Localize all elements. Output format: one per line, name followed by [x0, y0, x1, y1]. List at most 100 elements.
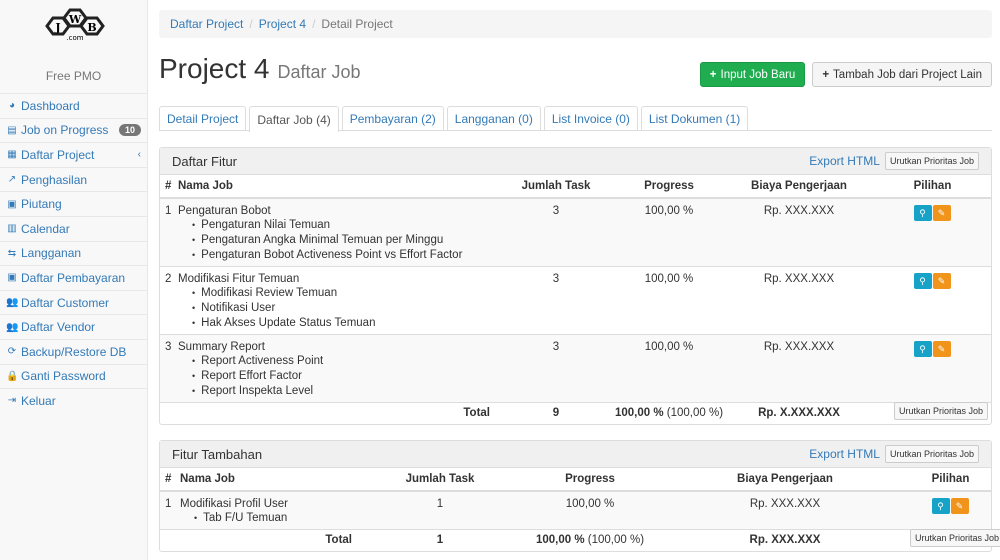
job-name: Modifikasi Fitur Temuan: [178, 272, 300, 285]
table-header: # Nama Job Jumlah Task Progress Biaya Penger…: [160, 468, 991, 492]
sidebar-item-label: Langganan: [21, 246, 82, 261]
total-count: 9: [498, 401, 614, 424]
logo: J W B .com: [0, 0, 147, 73]
view-icon[interactable]: ⚲: [913, 272, 932, 289]
sidebar-item-piutang[interactable]: ▣ Piutang: [0, 191, 147, 216]
breadcrumb-daftar-project[interactable]: Daftar Project: [170, 17, 244, 31]
tab-detail-project[interactable]: Detail Project: [159, 106, 247, 131]
tabs: Detail Project Daftar Job (4) Pembayaran (…: [159, 106, 992, 132]
column-header: Biaya Pengerjaan: [724, 175, 874, 199]
progress: 100,00 %: [614, 265, 724, 334]
total-progress: 100,00 %: [614, 406, 664, 419]
column-header: Progress: [520, 468, 660, 492]
task-item: Tab F/U Temuan: [194, 511, 360, 526]
total-cost: Rp. X.XXX.XXX: [724, 401, 874, 424]
sidebar-item-backup-restore-db[interactable]: ⟳ Backup/Restore DB: [0, 338, 147, 364]
tab-list-dokumen[interactable]: List Dokumen (1): [640, 106, 749, 131]
sidebar-item-ganti-password[interactable]: 🔒 Ganti Password: [0, 363, 147, 389]
view-icon[interactable]: ⚲: [931, 498, 950, 514]
task-item: Hak Akses Update Status Temuan: [192, 316, 498, 331]
sidebar-item-label: Ganti Password: [21, 369, 106, 384]
sidebar-item-penghasilan[interactable]: ↗ Penghasilan: [0, 166, 147, 192]
progress: 100,00 %: [614, 333, 724, 402]
sort-priority-button[interactable]: Urutkan Prioritas Job: [893, 401, 988, 420]
task-item: Notifikasi User: [192, 301, 498, 316]
sort-priority-button[interactable]: Urutkan Prioritas Job: [910, 528, 1000, 547]
column-header: Jumlah Task: [360, 468, 520, 492]
tab-pembayaran[interactable]: Pembayaran (2): [341, 106, 444, 131]
table-row: 1 Modifikasi Profil UserTab F/U Temuan 1…: [160, 490, 991, 529]
task-count: 3: [498, 333, 614, 402]
task-count: 3: [498, 197, 614, 266]
total-progress-extra: (100,00 %): [587, 533, 645, 546]
sidebar-item-daftar-pembayaran[interactable]: ▣ Daftar Pembayaran: [0, 265, 147, 290]
total-cost: Rp. XXX.XXX: [660, 528, 910, 551]
task-item: Pengaturan Angka Minimal Temuan per Ming…: [192, 233, 498, 248]
svg-text:.com: .com: [66, 34, 83, 42]
view-icon[interactable]: ⚲: [913, 205, 932, 221]
panel-title: Daftar Fitur: [172, 153, 238, 169]
task-item: Modifikasi Review Temuan: [192, 286, 498, 301]
sidebar-item-job-on-progress[interactable]: ▤ Job on Progress 10: [0, 117, 147, 143]
job-name: Modifikasi Profil User: [180, 498, 288, 510]
sidebar-item-dashboard[interactable]: ◕ Dashboard: [0, 93, 147, 118]
table-icon: ▦: [7, 149, 17, 161]
calendar-icon: ▥: [7, 223, 17, 235]
sort-priority-button[interactable]: Urutkan Prioritas Job: [884, 152, 979, 170]
total-row: Total 1 100,00 % (100,00 %) Rp. XXX.XXX …: [160, 528, 1000, 551]
sidebar-item-keluar[interactable]: ⇥ Keluar: [0, 388, 147, 413]
progress: 100,00 %: [520, 490, 660, 529]
plus-icon: +: [822, 68, 830, 81]
table-row: 2 Modifikasi Fitur TemuanModifikasi Revi…: [160, 265, 991, 334]
edit-icon[interactable]: ✎: [932, 272, 951, 289]
edit-icon[interactable]: ✎: [950, 498, 969, 514]
column-header: Nama Job: [178, 175, 498, 199]
tab-list-invoice[interactable]: List Invoice (0): [543, 106, 638, 131]
job-table: # Nama Job Jumlah Task Progress Biaya Penger…: [160, 468, 1000, 551]
row-number: 2: [160, 265, 178, 334]
task-item: Report Activeness Point: [192, 354, 498, 369]
users-icon: 👥: [6, 321, 19, 333]
table-row: 1 Pengaturan BobotPengaturan Nilai Temua…: [160, 197, 991, 266]
job-table: # Nama Job Jumlah Task Progress Biaya Penger…: [160, 175, 991, 424]
column-header: Pilihan: [874, 175, 991, 199]
sidebar-item-calendar[interactable]: ▥ Calendar: [0, 215, 147, 241]
edit-icon[interactable]: ✎: [932, 205, 951, 221]
sidebar-item-daftar-customer[interactable]: 👥 Daftar Customer: [0, 289, 147, 315]
input-job-baru-button[interactable]: + Input Job Baru: [699, 62, 806, 87]
tambah-job-button[interactable]: + Tambah Job dari Project Lain: [812, 62, 992, 87]
column-header: Progress: [614, 175, 724, 199]
tab-langganan[interactable]: Langganan (0): [446, 106, 541, 131]
breadcrumb-project[interactable]: Project 4: [258, 17, 307, 31]
task-list: Report Activeness PointReport Effort Fac…: [192, 354, 498, 399]
users-icon: 👥: [6, 297, 19, 309]
export-html-link[interactable]: Export HTML: [809, 447, 880, 461]
column-header: #: [160, 175, 178, 199]
svg-text:J: J: [54, 21, 60, 34]
sidebar-item-langganan[interactable]: ⇆ Langganan: [0, 240, 147, 266]
row-number: 1: [160, 490, 180, 529]
task-list: Tab F/U Temuan: [194, 511, 360, 526]
sort-priority-button[interactable]: Urutkan Prioritas Job: [884, 445, 979, 463]
row-number: 1: [160, 197, 178, 266]
view-icon[interactable]: ⚲: [913, 340, 932, 357]
job-name: Summary Report: [178, 340, 265, 353]
page-subtitle: Daftar Job: [277, 62, 361, 82]
sidebar-item-label: Penghasilan: [21, 172, 88, 187]
tab-daftar-job[interactable]: Daftar Job (4): [249, 106, 339, 132]
plus-icon: +: [709, 68, 717, 81]
task-item: Pengaturan Bobot Activeness Point vs Eff…: [192, 248, 498, 263]
money-icon: ▣: [7, 198, 17, 210]
edit-icon[interactable]: ✎: [932, 340, 951, 357]
cost: Rp. XXX.XXX: [660, 490, 910, 529]
task-list: Pengaturan Nilai TemuanPengaturan Angka …: [192, 218, 498, 263]
sidebar-item-daftar-vendor[interactable]: 👥 Daftar Vendor: [0, 314, 147, 339]
sidebar-item-daftar-project[interactable]: ▦ Daftar Project ‹: [0, 142, 147, 167]
column-header: Nama Job: [180, 468, 360, 492]
svg-text:W: W: [67, 13, 81, 26]
money-icon: ▣: [7, 272, 17, 284]
line-chart-icon: ↗: [7, 174, 17, 186]
column-header: #: [160, 468, 180, 492]
chevron-left-icon[interactable]: ‹: [137, 149, 141, 161]
export-html-link[interactable]: Export HTML: [809, 154, 880, 168]
